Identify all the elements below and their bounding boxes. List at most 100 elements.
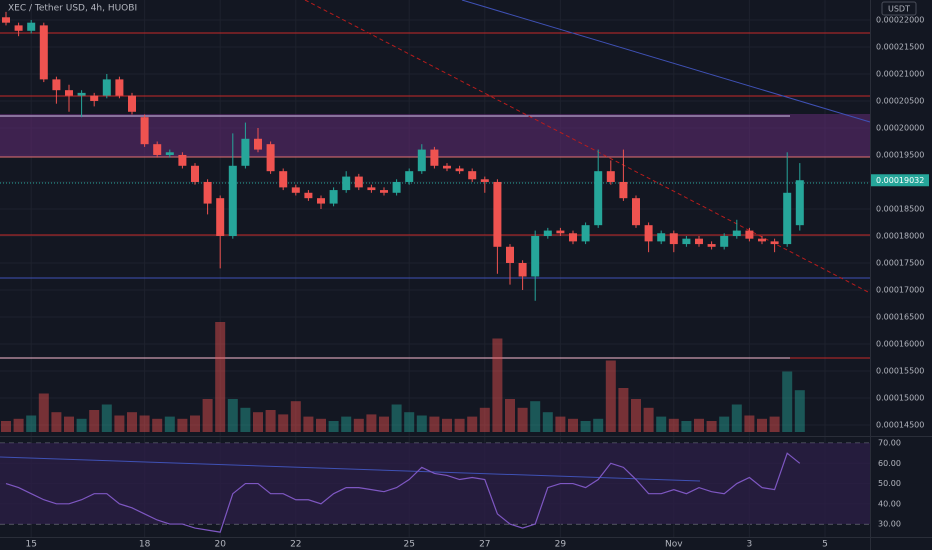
candle-body — [480, 179, 489, 182]
volume-bar — [681, 421, 692, 432]
volume-bar — [265, 410, 276, 432]
volume-bar — [744, 415, 755, 432]
candle-body — [518, 262, 527, 277]
candle-body — [720, 235, 729, 247]
candle-body — [354, 176, 363, 188]
volume-bar — [643, 407, 654, 432]
volume-bar — [152, 418, 163, 432]
volume-bar — [479, 407, 490, 432]
y-tick-label: 0.00021000 — [876, 69, 924, 78]
volume-bar — [177, 418, 188, 432]
y-tick-label: 0.00019500 — [876, 150, 924, 159]
volume-bar — [316, 418, 326, 432]
volume-bar — [290, 401, 301, 432]
volume-bar — [467, 416, 478, 432]
x-tick-label: 3 — [747, 540, 753, 550]
x-tick-label: Nov — [665, 540, 683, 550]
candle-body — [178, 154, 187, 166]
volume-bar — [719, 416, 730, 432]
volume-bar — [89, 410, 100, 432]
candle-body — [115, 79, 124, 96]
y-tick-label: 0.00022000 — [876, 15, 924, 24]
volume-bar — [127, 412, 137, 432]
currency-label: USDT — [888, 5, 910, 14]
volume-bar — [769, 416, 780, 432]
candle-body — [380, 190, 388, 193]
volume-bar — [366, 414, 377, 432]
volume-bar — [64, 416, 74, 432]
rsi-trend-line — [0, 456, 701, 482]
x-tick-label: 18 — [139, 540, 151, 550]
y-tick-label: 0.00021500 — [876, 42, 924, 51]
candle-body — [405, 171, 414, 182]
volume-bar — [341, 416, 352, 432]
candle-body — [493, 181, 502, 247]
volume-bar — [227, 399, 238, 432]
candle-body — [783, 192, 792, 245]
volume-bar — [656, 416, 667, 432]
x-tick-label: 29 — [555, 540, 567, 550]
candle-body — [203, 181, 212, 204]
candle-body — [102, 79, 111, 96]
candle-body — [732, 230, 741, 236]
candle-body — [695, 238, 703, 245]
rsi-tick-label: 40.00 — [878, 499, 901, 508]
candle-body — [140, 117, 149, 145]
y-tick-label: 0.00020000 — [876, 123, 924, 132]
volume-bar — [757, 418, 767, 432]
currency-box — [881, 1, 917, 16]
volume-bar — [253, 412, 263, 432]
candle-body — [241, 138, 250, 166]
candle-body — [657, 233, 666, 242]
candle-body — [443, 165, 451, 169]
volume-bar — [782, 371, 793, 432]
rsi-tick-label: 60.00 — [878, 459, 901, 468]
candle-body — [329, 190, 338, 204]
volume-bar — [542, 412, 553, 432]
candle-body — [65, 90, 73, 96]
rsi-tick-label: 30.00 — [878, 520, 901, 529]
volume-bar — [517, 407, 528, 432]
candle-body — [619, 181, 628, 199]
candle-body — [153, 144, 162, 155]
y-tick-label: 0.00016000 — [876, 339, 924, 348]
candle-body — [455, 168, 464, 172]
volume-bar — [13, 418, 24, 432]
volume-bar — [416, 415, 427, 432]
volume-bar — [731, 404, 742, 432]
volume-bar — [139, 415, 150, 432]
candle-body — [745, 230, 754, 239]
volume-bar — [278, 414, 289, 432]
candle-body — [39, 25, 48, 80]
candle-body — [52, 79, 61, 91]
candle-body — [669, 233, 678, 245]
y-tick-label: 0.00015000 — [876, 393, 924, 402]
candle-body — [606, 171, 615, 182]
candle-body — [468, 171, 477, 180]
candle-body — [506, 246, 514, 263]
volume-bar — [668, 418, 679, 432]
volume-bar — [454, 418, 465, 432]
volume-bar — [391, 404, 402, 432]
volume-bar — [240, 407, 251, 432]
candle-body — [2, 17, 10, 23]
trend-line — [304, 0, 871, 294]
candle-body — [128, 95, 136, 112]
candle-body — [531, 235, 540, 277]
volume-bar — [706, 421, 717, 432]
volume-bar — [114, 415, 125, 432]
volume-bar — [605, 360, 616, 432]
candle-body — [632, 198, 640, 226]
rsi-line — [5, 452, 801, 533]
volume-bar — [555, 416, 566, 432]
axes: 0.00014500 0.00015000 0.00015500 0.00016000… — [25, 15, 929, 550]
volume-bar — [38, 393, 49, 432]
volume-bar — [631, 399, 641, 432]
volume-bar — [794, 390, 805, 432]
volume-bar — [530, 401, 541, 432]
y-tick-label: 0.00018000 — [876, 231, 924, 240]
y-tick-label: 0.00020500 — [876, 96, 924, 105]
volume-bar — [618, 388, 629, 432]
candle-body — [216, 198, 225, 236]
volume-bar — [202, 399, 213, 432]
